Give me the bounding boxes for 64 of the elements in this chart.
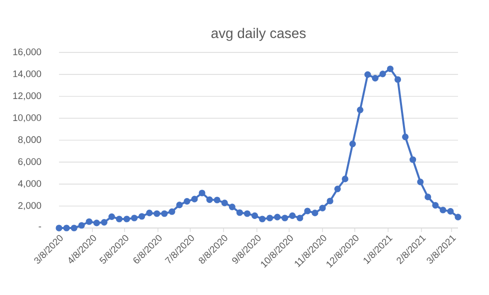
point: [289, 212, 296, 219]
point: [63, 224, 70, 232]
point: [454, 214, 462, 220]
point: [138, 213, 146, 220]
point: [274, 214, 281, 220]
point: [266, 214, 274, 222]
point: [258, 216, 266, 222]
point: [228, 204, 236, 210]
point: [296, 214, 304, 222]
point: [116, 216, 123, 222]
point: [379, 70, 386, 78]
point: [221, 200, 228, 206]
point: [123, 216, 130, 222]
point: [402, 134, 409, 140]
point: [447, 208, 454, 215]
point: [364, 71, 371, 78]
y-tick-label: -: [38, 226, 42, 228]
point: [93, 220, 100, 226]
point: [432, 202, 439, 209]
point: [130, 214, 138, 222]
point: [78, 222, 85, 229]
y-tick-label: 8,000: [18, 136, 42, 144]
point: [372, 74, 378, 82]
y-tick-label: 12,000: [13, 92, 42, 100]
point: [146, 210, 153, 216]
point: [206, 196, 213, 203]
point: [214, 196, 220, 204]
point: [154, 210, 160, 217]
y-tick-label: 10,000: [13, 114, 42, 122]
point: [108, 213, 115, 220]
point: [424, 194, 432, 200]
point: [70, 224, 78, 232]
point: [356, 106, 364, 114]
point: [191, 196, 198, 202]
point: [168, 208, 176, 215]
chart-title: avg daily cases: [211, 28, 306, 41]
point: [100, 219, 108, 226]
point: [236, 209, 243, 216]
point: [56, 224, 62, 232]
point: [349, 140, 356, 148]
point: [386, 66, 394, 72]
y-tick-label: 2,000: [18, 202, 42, 210]
point: [312, 210, 318, 216]
y-tick-label: 6,000: [18, 158, 42, 166]
point: [161, 210, 168, 217]
point: [440, 206, 446, 214]
point: [410, 156, 416, 163]
point: [326, 198, 334, 204]
y-tick-label: 14,000: [13, 70, 42, 78]
point: [282, 214, 288, 222]
point: [244, 210, 251, 217]
point: [319, 204, 326, 212]
point: [86, 218, 92, 225]
point: [184, 198, 190, 205]
point: [176, 202, 183, 208]
point: [417, 178, 424, 186]
y-tick-label: 16,000: [13, 48, 42, 56]
point: [394, 76, 402, 83]
point: [198, 190, 206, 196]
point: [342, 176, 348, 182]
point: [251, 212, 258, 219]
point: [304, 208, 311, 214]
point: [334, 186, 341, 192]
y-tick-label: 4,000: [18, 180, 42, 188]
